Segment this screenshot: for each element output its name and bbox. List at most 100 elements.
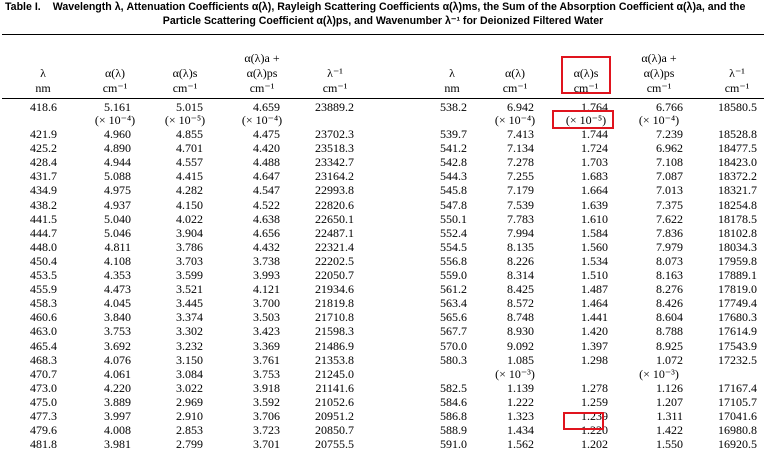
rayleigh-cell: 1.259: [581, 395, 608, 409]
rayleigh-cell: 1.724: [581, 141, 608, 155]
rayleigh-cell: 1.534: [581, 254, 608, 268]
wavenumber-cell: 18580.5: [718, 100, 757, 114]
wavenumber-cell: 16920.5: [718, 437, 757, 451]
absorption-particle-cell: 4.432: [253, 240, 280, 254]
column-header: α(λ)s: [573, 66, 599, 80]
column-header: cm⁻¹: [646, 81, 672, 95]
absorption-particle-cell: 1.550: [656, 437, 683, 451]
attenuation-cell: 3.981: [104, 437, 131, 451]
wavenumber-cell: 20755.5: [315, 437, 354, 451]
rayleigh-cell: 2.853: [176, 423, 203, 437]
wavelength-cell: 441.5: [30, 212, 57, 226]
attenuation-cell: 4.353: [104, 268, 131, 282]
wavelength-cell: 444.7: [30, 226, 57, 240]
absorption-particle-cell: 3.706: [253, 409, 280, 423]
column-header: α(λ)s: [172, 66, 198, 80]
attenuation-cell: 3.889: [104, 395, 131, 409]
wavenumber-cell: 20850.7: [315, 423, 354, 437]
column-header: α(λ): [104, 66, 126, 80]
wavenumber-cell: 21353.8: [315, 353, 354, 367]
attenuation-cell: 3.997: [104, 409, 131, 423]
wavelength-cell: 431.7: [30, 169, 57, 183]
unit-multiplier: (× 10⁻⁴): [241, 113, 283, 127]
attenuation-cell: 7.255: [507, 169, 534, 183]
wavenumber-cell: 17041.6: [718, 409, 757, 423]
absorption-particle-cell: 8.604: [656, 310, 683, 324]
rayleigh-cell: 1.397: [581, 339, 608, 353]
rayleigh-cell: 1.639: [581, 198, 608, 212]
caption-text-1: Wavelength λ, Attenuation Coefficients α…: [52, 1, 746, 13]
absorption-particle-cell: 3.723: [253, 423, 280, 437]
attenuation-cell: 4.890: [104, 141, 131, 155]
wavelength-cell: 586.8: [440, 409, 467, 423]
wavenumber-cell: 17889.1: [718, 268, 757, 282]
attenuation-cell: 4.944: [104, 155, 131, 169]
wavelength-cell: 473.0: [30, 381, 57, 395]
highlight-box-value: [563, 412, 604, 430]
attenuation-cell: 4.076: [104, 353, 131, 367]
attenuation-cell: 8.572: [507, 296, 534, 310]
rayleigh-cell: 1.584: [581, 226, 608, 240]
absorption-particle-cell: 1.072: [656, 353, 683, 367]
wavelength-cell: 470.7: [30, 367, 57, 381]
wavenumber-cell: 17680.3: [718, 310, 757, 324]
attenuation-cell: 7.539: [507, 198, 534, 212]
wavelength-cell: 556.8: [440, 254, 467, 268]
wavenumber-cell: 23518.3: [315, 141, 354, 155]
absorption-particle-cell: 6.962: [656, 141, 683, 155]
attenuation-cell: 8.748: [507, 310, 534, 324]
rayleigh-cell: 3.084: [176, 367, 203, 381]
attenuation-cell: 1.562: [507, 437, 534, 451]
rayleigh-cell: 5.015: [176, 100, 203, 114]
caption-line-2: Particle Scattering Coefficient α(λ)ps, …: [162, 15, 604, 27]
wavelength-cell: 565.6: [440, 310, 467, 324]
wavenumber-cell: 17105.7: [718, 395, 757, 409]
wavenumber-cell: 18372.2: [718, 169, 757, 183]
header-rule: [2, 98, 764, 99]
rayleigh-cell: 1.744: [581, 127, 608, 141]
attenuation-cell: 4.975: [104, 183, 131, 197]
column-header: λ⁻¹: [327, 66, 343, 80]
wavenumber-cell: 18254.8: [718, 198, 757, 212]
wavelength-cell: 468.3: [30, 353, 57, 367]
wavelength-cell: 421.9: [30, 127, 57, 141]
column-header: cm⁻¹: [573, 81, 599, 95]
wavenumber-cell: 18034.3: [718, 240, 757, 254]
absorption-particle-cell: 4.638: [253, 212, 280, 226]
wavelength-cell: 552.4: [440, 226, 467, 240]
rayleigh-cell: 4.150: [176, 198, 203, 212]
wavelength-cell: 570.0: [440, 339, 467, 353]
table-label: Table I.: [5, 1, 41, 13]
caption-line-1: Table I. Wavelength λ, Attenuation Coeffi…: [5, 1, 745, 14]
wavelength-cell: 479.6: [30, 423, 57, 437]
wavenumber-cell: 18423.0: [718, 155, 757, 169]
wavenumber-cell: 21819.8: [315, 296, 354, 310]
wavenumber-cell: 21598.3: [315, 324, 354, 338]
attenuation-cell: 1.085: [507, 353, 534, 367]
wavenumber-cell: 22321.4: [315, 240, 354, 254]
attenuation-cell: 3.692: [104, 339, 131, 353]
unit-multiplier: (× 10⁻⁴): [94, 113, 136, 127]
rayleigh-cell: 3.302: [176, 324, 203, 338]
rayleigh-cell: 1.487: [581, 282, 608, 296]
absorption-particle-cell: 3.918: [253, 381, 280, 395]
wavenumber-cell: 17232.5: [718, 353, 757, 367]
column-header: nm: [35, 81, 51, 95]
wavenumber-cell: 21934.6: [315, 282, 354, 296]
absorption-particle-cell: 3.738: [253, 254, 280, 268]
wavenumber-cell: 22487.1: [315, 226, 354, 240]
wavenumber-cell: 23702.3: [315, 127, 354, 141]
attenuation-cell: 6.942: [507, 100, 534, 114]
absorption-particle-cell: 4.647: [253, 169, 280, 183]
attenuation-cell: 8.930: [507, 324, 534, 338]
absorption-particle-cell: 3.701: [253, 437, 280, 451]
attenuation-cell: 5.046: [104, 226, 131, 240]
rayleigh-cell: 3.599: [176, 268, 203, 282]
wavenumber-cell: 17959.8: [718, 254, 757, 268]
rayleigh-cell: 4.855: [176, 127, 203, 141]
wavelength-cell: 477.3: [30, 409, 57, 423]
wavelength-cell: 591.0: [440, 437, 467, 451]
wavelength-cell: 582.5: [440, 381, 467, 395]
wavelength-cell: 545.8: [440, 183, 467, 197]
attenuation-cell: 4.008: [104, 423, 131, 437]
